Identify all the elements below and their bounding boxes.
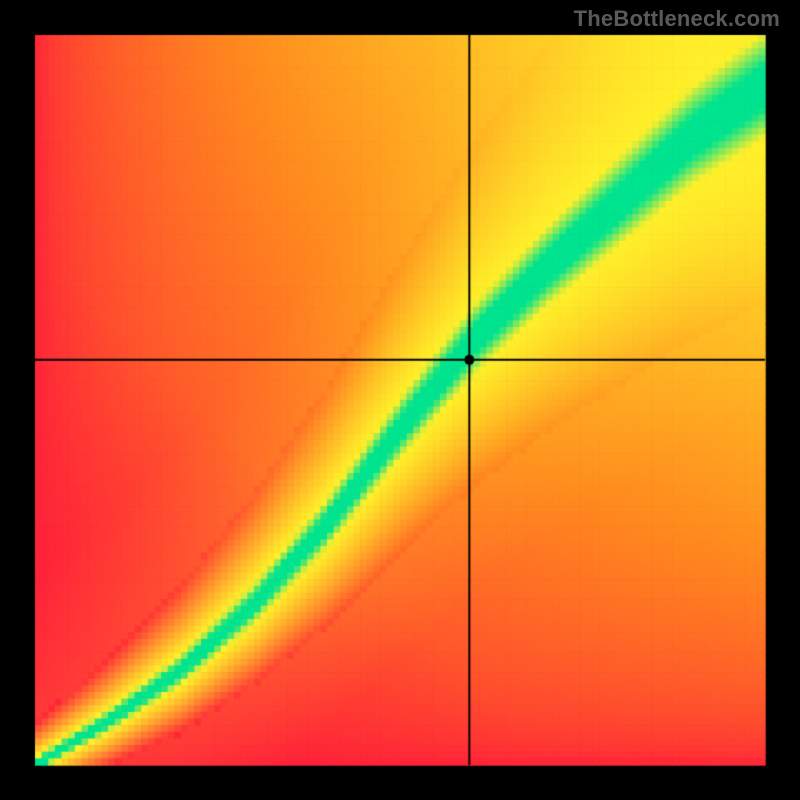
chart-container: TheBottleneck.com: [0, 0, 800, 800]
watermark-text: TheBottleneck.com: [574, 6, 780, 32]
bottleneck-heatmap: [0, 0, 800, 800]
